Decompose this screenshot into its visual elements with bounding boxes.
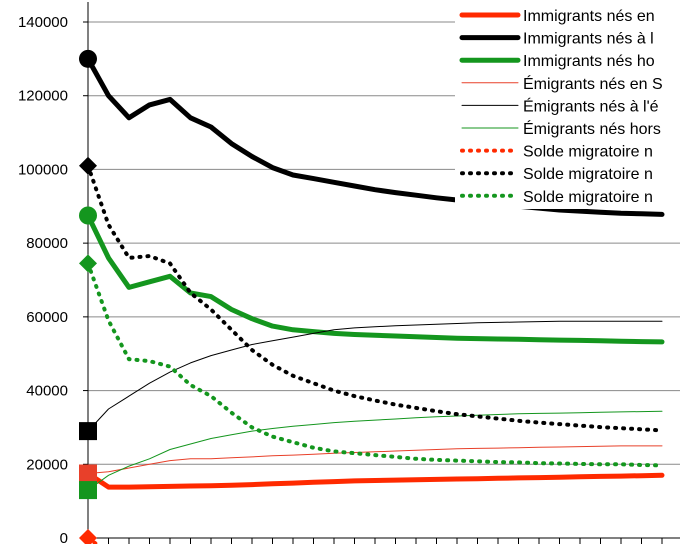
series-marker-2 <box>79 49 97 68</box>
series-line-4 <box>87 445 663 474</box>
series-line-1 <box>85 471 665 490</box>
legend-label-3: Immigrants nés ho <box>523 53 655 70</box>
series-line-5 <box>87 320 663 432</box>
y-tick-label: 120000 <box>18 88 68 105</box>
legend-label-4: Émigrants nés en S <box>523 74 663 93</box>
series-line-3 <box>85 213 665 345</box>
y-tick-label: 100000 <box>18 161 68 178</box>
y-tick-label: 60000 <box>26 309 68 326</box>
series-marker-7 <box>79 529 97 544</box>
series-line-9 <box>86 261 664 468</box>
series-line-8 <box>86 163 664 433</box>
legend-label-9: Solde migratoire n <box>523 189 653 206</box>
series-marker-5 <box>79 422 97 441</box>
legend-label-6: Émigrants nés hors <box>523 119 661 138</box>
y-tick-label: 80000 <box>26 235 68 252</box>
series-markers <box>79 49 97 544</box>
series-marker-4 <box>79 464 97 483</box>
legend-label-2: Immigrants nés à l <box>523 31 654 48</box>
series-lines <box>85 56 665 544</box>
y-tick-label: 140000 <box>18 14 68 31</box>
series-line-6 <box>87 410 663 491</box>
legend-label-7: Solde migratoire n <box>523 144 653 161</box>
series-marker-3 <box>79 206 97 225</box>
series-marker-8 <box>79 156 97 175</box>
legend: Immigrants nés en Immigrants nés à l Immig… <box>455 1 680 209</box>
series-line-2 <box>85 56 665 217</box>
legend-label-1: Immigrants nés en <box>523 8 655 25</box>
y-tick-label: 40000 <box>26 383 68 400</box>
series-marker-9 <box>79 254 97 273</box>
y-tick-label: 0 <box>60 530 68 544</box>
series-marker-6 <box>79 481 97 500</box>
legend-label-8: Solde migratoire n <box>523 166 653 183</box>
y-tick-label: 20000 <box>26 456 68 473</box>
legend-label-5: Émigrants nés à l'é <box>523 96 659 115</box>
